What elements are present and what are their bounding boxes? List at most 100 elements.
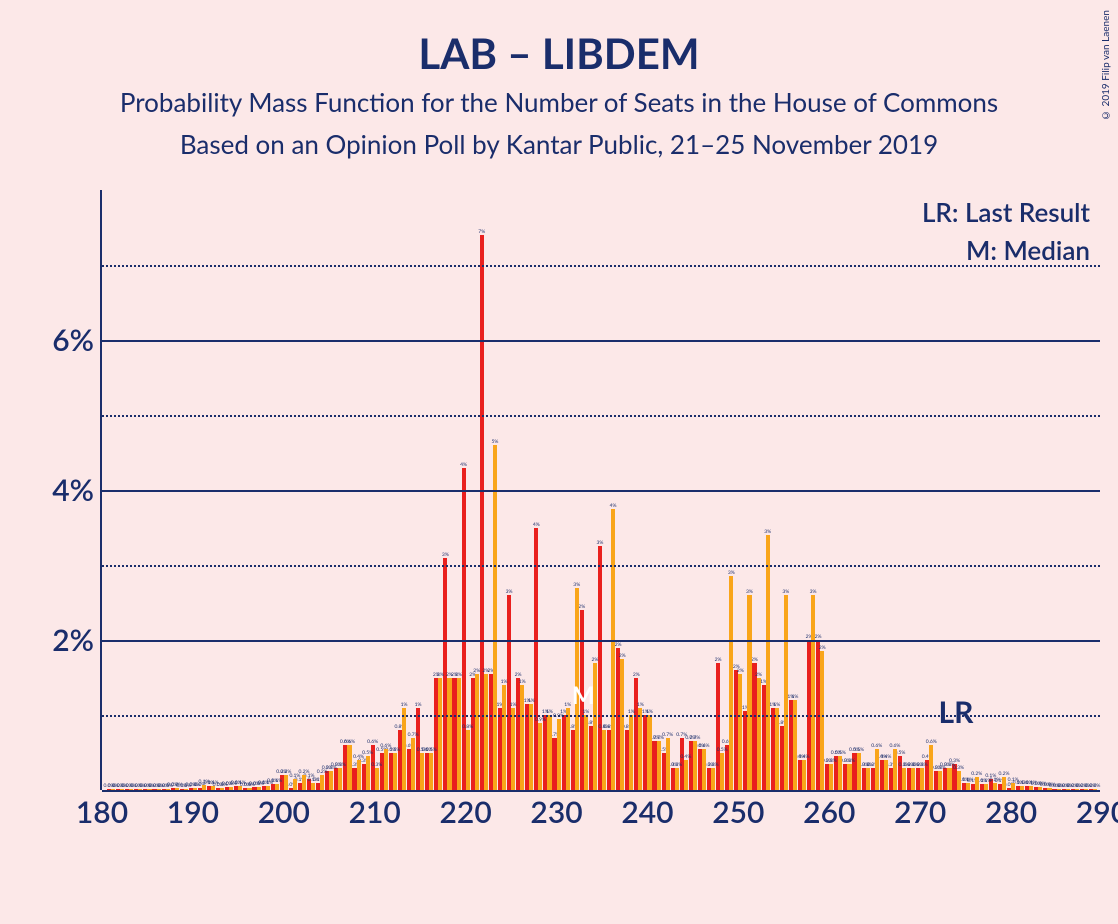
bar-orange: 0.3% (829, 764, 833, 790)
bar-orange: 0.1% (1011, 783, 1015, 791)
bar-orange: 3% (811, 595, 815, 790)
bar-orange: 0.5% (420, 753, 424, 791)
plot-area: 0.0%0.0%0.0%0.0%0.0%0.0%0.0%0.0%0.0%0.0%… (100, 190, 1100, 790)
bar-value-label: 0.6% (889, 743, 900, 749)
bar-value-label: 0.3% (862, 762, 873, 768)
x-axis-label: 260 (803, 794, 855, 830)
chart-container: 0.0%0.0%0.0%0.0%0.0%0.0%0.0%0.0%0.0%0.0%… (80, 190, 1100, 830)
bar-orange: 2% (457, 678, 461, 791)
median-marker: M (572, 681, 595, 710)
bar-value-label: 1% (528, 698, 535, 704)
bar-value-label: 5% (491, 439, 498, 445)
bar-orange: 2% (738, 674, 742, 790)
bar-orange: 0.3% (947, 768, 951, 791)
bar-orange: 0.5% (838, 756, 842, 790)
bar-orange: 0.3% (711, 768, 715, 791)
bar-orange: 0.2% (975, 777, 979, 791)
bar-value-label: 0.9% (535, 717, 546, 723)
bar-value-label: 0.6% (871, 743, 882, 749)
bar-value-label: 0.3% (671, 762, 682, 768)
x-axis-label: 250 (712, 794, 764, 830)
bar-orange: 0.3% (902, 768, 906, 791)
x-axis-label: 210 (349, 794, 401, 830)
bar-orange: 0.3% (938, 771, 942, 790)
bar-orange: 0.7% (657, 741, 661, 790)
x-axis-label: 280 (985, 794, 1037, 830)
bar-orange: 0.2% (320, 775, 324, 790)
bar-value-label: 0.1% (989, 777, 1000, 783)
bar-value-label: 1% (401, 702, 408, 708)
bar-orange: 0.6% (893, 749, 897, 790)
bar-orange: 1% (502, 685, 506, 790)
bar-orange: 0.2% (302, 775, 306, 790)
bar-value-label: 0.8% (599, 724, 610, 730)
bar-orange: 0.7% (411, 738, 415, 791)
bar-value-label: 0.3% (917, 762, 928, 768)
bar-orange: 1% (584, 715, 588, 790)
x-axis-label: 190 (167, 794, 219, 830)
bar-value-label: 0.3% (953, 765, 964, 771)
bar-orange: 0.2% (1002, 777, 1006, 791)
bar-orange: 2% (820, 651, 824, 790)
bar-value-label: 2% (615, 642, 622, 648)
bar-value-label: 0.3% (371, 762, 382, 768)
bar-value-label: 0.7% (662, 732, 673, 738)
bar-orange: 0.2% (284, 775, 288, 790)
bar-value-label: 0.3% (335, 762, 346, 768)
bar-orange: 0.4% (684, 760, 688, 790)
bar-orange: 0.5% (366, 756, 370, 790)
bar-value-label: 4% (610, 503, 617, 509)
bar-orange: 0.5% (393, 753, 397, 791)
bar-value-label: 0.2% (299, 769, 310, 775)
bar-value-label: 0.3% (826, 758, 837, 764)
chart-title: LAB – LIBDEM (0, 0, 1118, 78)
bar-value-label: 2% (619, 653, 626, 659)
y-axis-label: 6% (52, 322, 94, 358)
bar-orange: 0.7% (693, 741, 697, 790)
last-result-marker: LR (939, 694, 974, 730)
bar-orange: 1% (511, 708, 515, 791)
x-axis-label: 240 (621, 794, 673, 830)
bar-value-label: 3% (442, 552, 449, 558)
bar-orange: 0.8% (602, 730, 606, 790)
bar-value-label: 1% (773, 702, 780, 708)
bar-value-label: 3% (746, 589, 753, 595)
x-axis-label: 230 (530, 794, 582, 830)
legend-m: M: Median (966, 234, 1090, 266)
bar-value-label: 0.6% (926, 739, 937, 745)
bar-value-label: 0.7% (408, 732, 419, 738)
bar-orange: 0.8% (466, 730, 470, 790)
bar-value-label: 2% (591, 657, 598, 663)
bar-orange: 1% (629, 715, 633, 790)
bar-orange: 1% (647, 715, 651, 790)
bar-orange: 3% (747, 595, 751, 790)
bar-value-label: 0.6% (367, 739, 378, 745)
legend-lr: LR: Last Result (922, 196, 1090, 228)
bar-orange: 0.1% (966, 783, 970, 791)
bar-orange: 2% (475, 674, 479, 790)
bar-value-label: 2% (751, 657, 758, 663)
bar-orange: 0.4% (884, 760, 888, 790)
bar-value-label: 1% (415, 702, 422, 708)
bar-orange: 0.9% (557, 719, 561, 790)
bar-value-label: 0.3% (708, 762, 719, 768)
bar-value-label: 0.7% (689, 735, 700, 741)
bar-orange: 0.3% (329, 771, 333, 790)
bar-value-label: 4% (460, 462, 467, 468)
gridline-major (102, 490, 1100, 492)
bar-orange: 0.3% (957, 771, 961, 790)
bar-value-label: 0.1% (271, 778, 282, 784)
bar-orange: 1% (520, 685, 524, 790)
bar-orange: 2% (484, 674, 488, 790)
bar-value-label: 3% (810, 589, 817, 595)
bar-value-label: 3% (782, 589, 789, 595)
bar-orange: 3% (766, 535, 770, 790)
bar-value-label: 2% (515, 672, 522, 678)
bar-value-label: 2% (819, 645, 826, 651)
baseline (102, 790, 1100, 792)
bar-value-label: 2% (755, 672, 762, 678)
bar-orange: 2% (620, 659, 624, 790)
bar-value-label: 0.6% (344, 739, 355, 745)
bar-value-label: 4% (533, 522, 540, 528)
bar-orange: 1% (793, 700, 797, 790)
